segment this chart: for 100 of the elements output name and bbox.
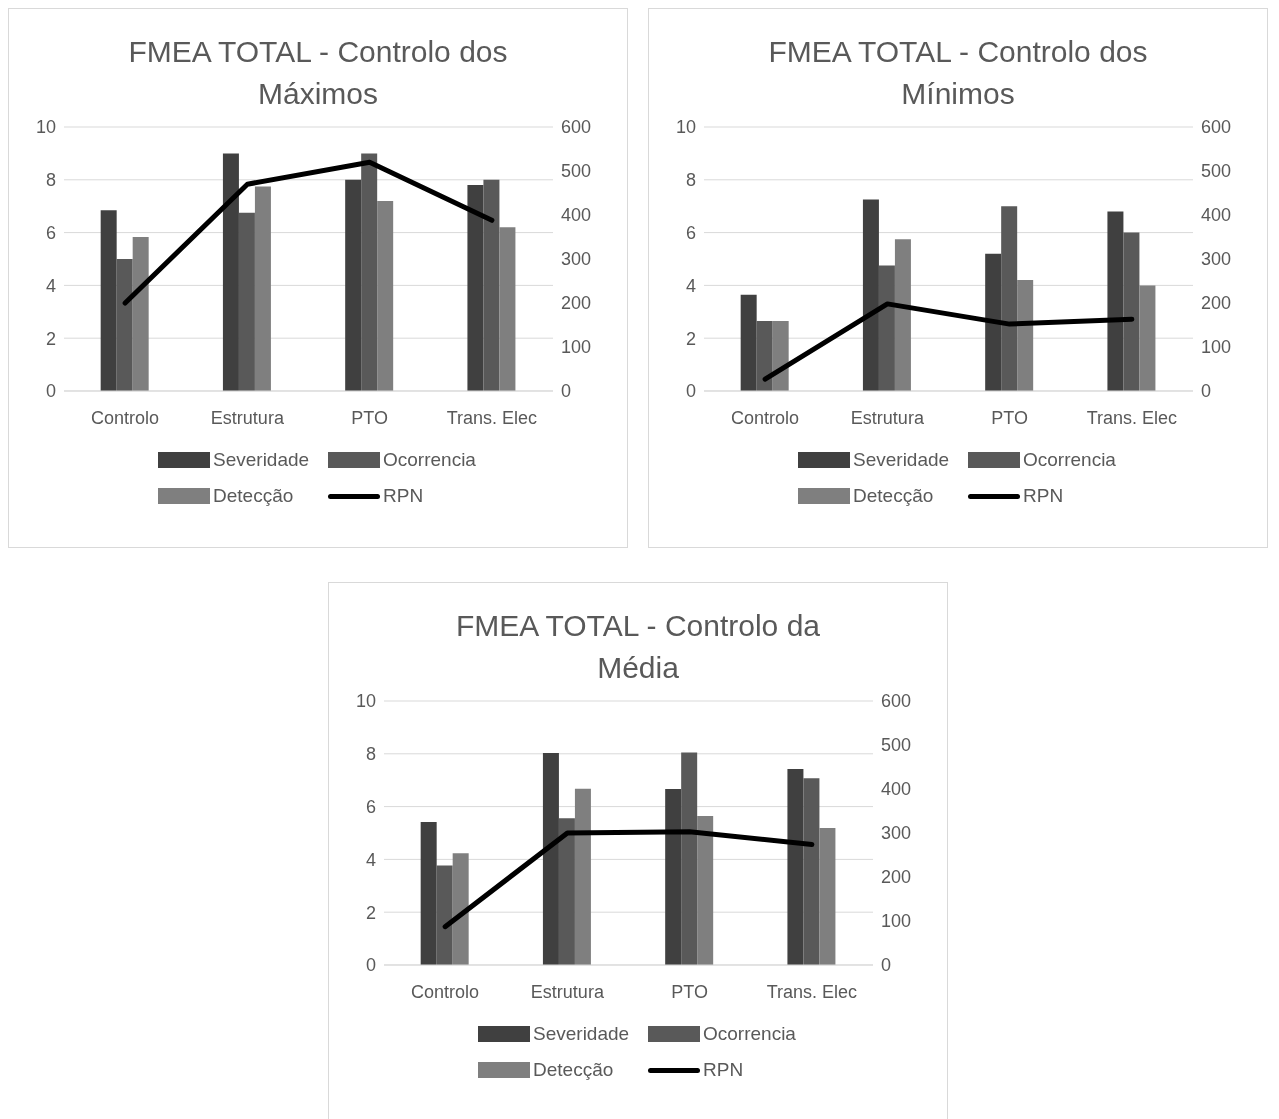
bar — [420, 821, 437, 965]
y2-tick-label: 600 — [561, 117, 592, 138]
bar — [558, 818, 575, 965]
legend-label: Severidade — [213, 449, 310, 471]
legend-label: RPN — [383, 485, 424, 507]
y2-tick-label: 200 — [1201, 293, 1232, 314]
bar — [1017, 280, 1034, 391]
y-tick-label: 10 — [675, 117, 696, 138]
bar — [1139, 285, 1156, 391]
bar — [665, 788, 682, 965]
bar — [740, 294, 757, 391]
bar — [345, 179, 362, 391]
y2-tick-label: 0 — [1201, 381, 1212, 402]
bar — [483, 179, 500, 391]
y-tick-label: 4 — [365, 849, 376, 870]
y2-tick-label: 100 — [561, 337, 592, 358]
bar — [894, 239, 911, 391]
y2-tick-label: 500 — [561, 161, 592, 182]
bar — [254, 186, 271, 391]
bar — [1001, 206, 1018, 391]
y2-tick-label: 0 — [561, 381, 572, 402]
bar — [452, 853, 469, 965]
bar — [100, 210, 117, 391]
chart-title: FMEA TOTAL - Controlo dos Mínimos — [767, 34, 1149, 112]
bar — [862, 199, 879, 391]
y2-tick-label: 500 — [881, 735, 912, 756]
y-tick-label: 10 — [355, 691, 376, 712]
y2-tick-label: 600 — [1201, 117, 1232, 138]
legend-label: Severidade — [853, 449, 950, 471]
y-tick-label: 6 — [365, 796, 376, 817]
y-tick-label: 0 — [685, 381, 696, 402]
bar — [574, 788, 591, 965]
y2-tick-label: 200 — [561, 293, 592, 314]
x-tick-label: Trans. Elec — [766, 981, 858, 1002]
x-tick-label: Controlo — [91, 407, 160, 428]
y-tick-label: 4 — [685, 275, 696, 296]
legend-label: Detecção — [853, 485, 934, 507]
bar — [499, 227, 516, 391]
bar — [436, 865, 453, 965]
y2-tick-label: 600 — [881, 691, 912, 712]
x-tick-label: Controlo — [731, 407, 800, 428]
y-tick-label: 8 — [365, 744, 376, 765]
legend-label: Detecção — [213, 485, 294, 507]
legend-label: Ocorrencia — [383, 449, 476, 471]
bar — [116, 259, 133, 391]
chart-title: FMEA TOTAL - Controlo dos Máximos — [127, 34, 509, 112]
bar — [681, 752, 698, 965]
y2-tick-label: 300 — [1201, 249, 1232, 270]
x-tick-label: PTO — [671, 981, 708, 1002]
y-tick-label: 0 — [365, 955, 376, 976]
legend-label: Severidade — [533, 1023, 630, 1045]
y2-tick-label: 400 — [881, 779, 912, 800]
bar — [238, 212, 255, 391]
bar — [985, 253, 1002, 391]
bar — [772, 321, 789, 391]
x-tick-label: Trans. Elec — [446, 407, 538, 428]
bar — [377, 200, 394, 391]
x-tick-label: Estrutura — [850, 407, 925, 428]
y2-tick-label: 400 — [561, 205, 592, 226]
x-tick-label: Estrutura — [530, 981, 605, 1002]
y-tick-label: 0 — [45, 381, 56, 402]
x-tick-label: Controlo — [411, 981, 480, 1002]
y2-tick-label: 300 — [881, 823, 912, 844]
y2-tick-label: 300 — [561, 249, 592, 270]
y2-tick-label: 0 — [881, 955, 892, 976]
legend-label: Ocorrencia — [1023, 449, 1116, 471]
bar — [222, 153, 239, 391]
y-tick-label: 2 — [365, 902, 376, 923]
x-tick-label: PTO — [991, 407, 1028, 428]
y2-tick-label: 500 — [1201, 161, 1232, 182]
y-tick-label: 8 — [685, 170, 696, 191]
bar — [542, 753, 559, 965]
y-tick-label: 2 — [45, 328, 56, 349]
y2-tick-label: 100 — [881, 911, 912, 932]
chart-title: FMEA TOTAL - Controlo da Média — [455, 608, 821, 686]
bar — [697, 816, 714, 965]
x-tick-label: Trans. Elec — [1086, 407, 1178, 428]
bar — [1123, 232, 1140, 391]
y-tick-label: 2 — [685, 328, 696, 349]
y2-tick-label: 100 — [1201, 337, 1232, 358]
y-tick-label: 8 — [45, 170, 56, 191]
legend-label: Detecção — [533, 1059, 614, 1081]
x-tick-label: Estrutura — [210, 407, 285, 428]
y-tick-label: 4 — [45, 275, 56, 296]
bar — [878, 265, 895, 391]
legend-label: Ocorrencia — [703, 1023, 796, 1045]
x-tick-label: PTO — [351, 407, 388, 428]
y-tick-label: 6 — [45, 222, 56, 243]
bar — [467, 185, 484, 391]
y-tick-label: 10 — [35, 117, 56, 138]
bar — [1107, 211, 1124, 391]
bar — [361, 153, 378, 391]
legend-label: RPN — [1023, 485, 1064, 507]
y-tick-label: 6 — [685, 222, 696, 243]
bar — [803, 778, 820, 965]
bar — [132, 237, 149, 391]
bar — [819, 827, 836, 965]
bar — [787, 769, 804, 965]
legend-label: RPN — [703, 1059, 744, 1081]
y2-tick-label: 200 — [881, 867, 912, 888]
